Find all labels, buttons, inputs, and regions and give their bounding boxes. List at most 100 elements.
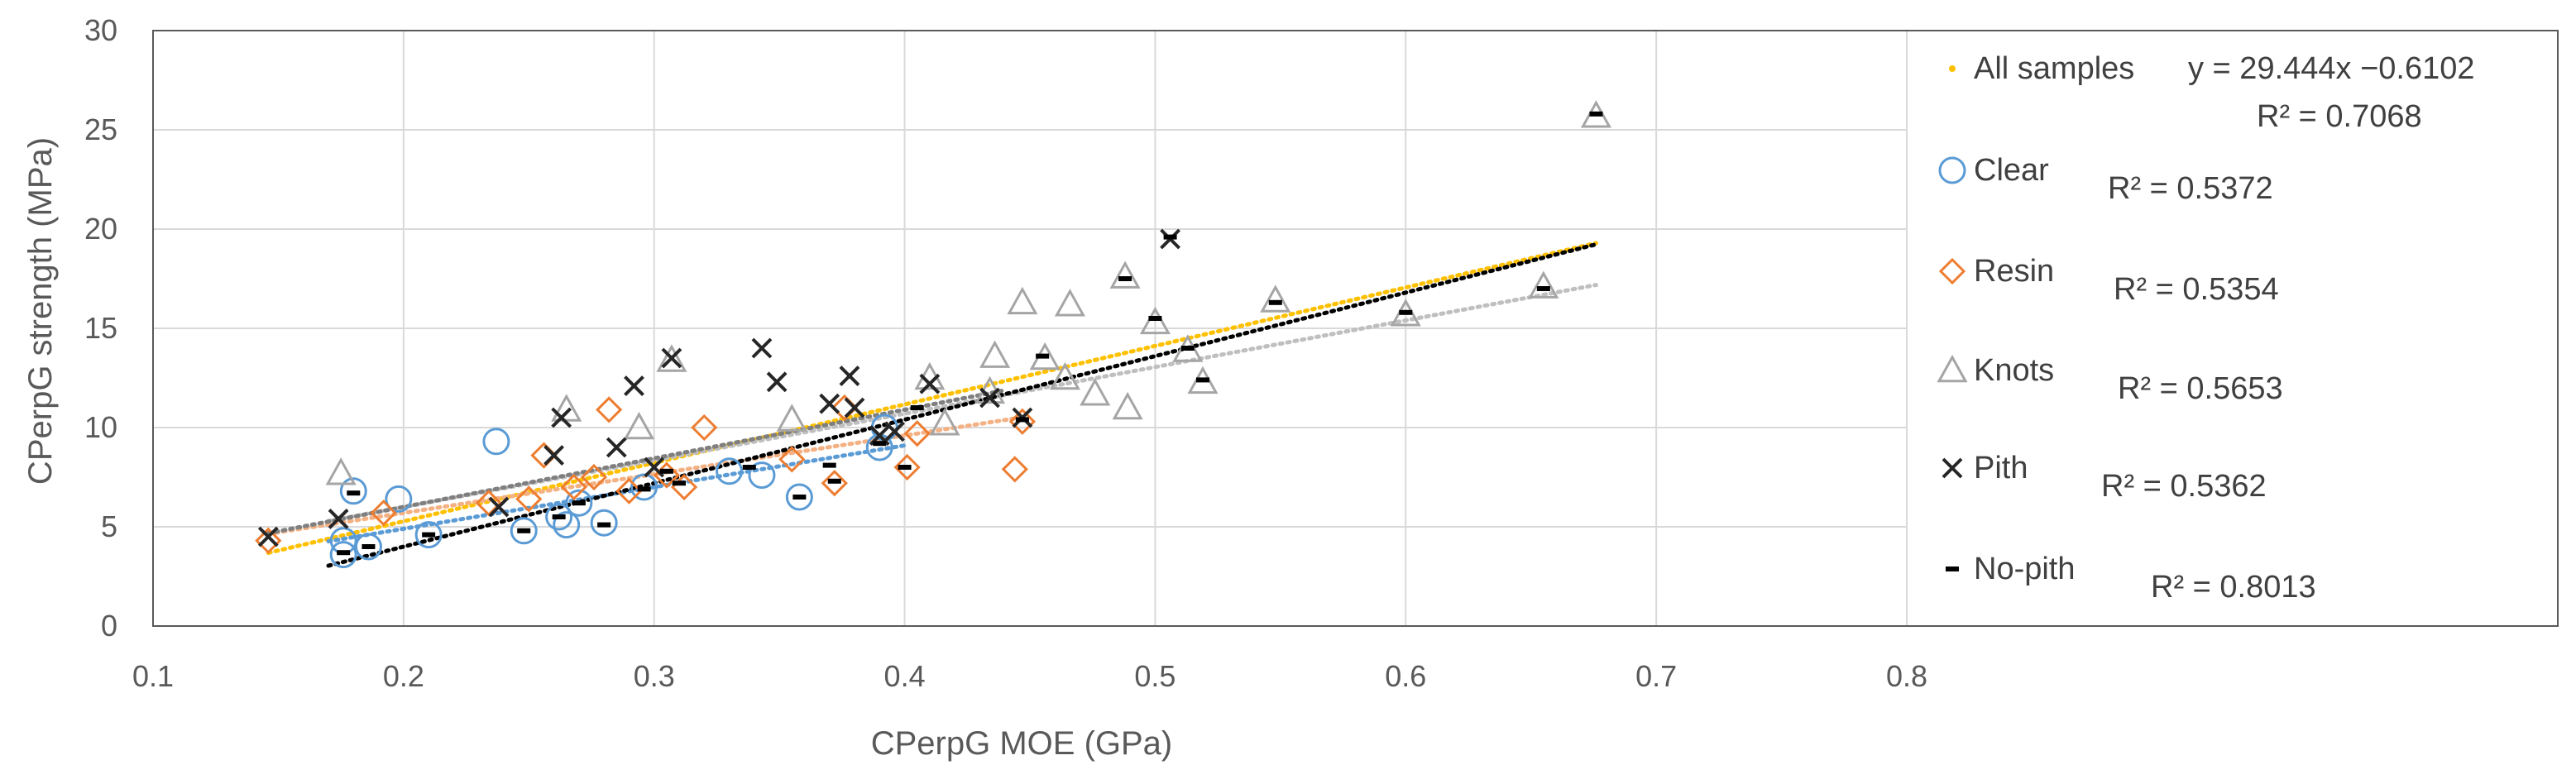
- point-no-pith: [362, 544, 376, 549]
- x-tick-label: 0.2: [383, 659, 424, 693]
- legend-marker-knots: [1937, 354, 1968, 383]
- point-pith: [328, 508, 349, 529]
- x-tick-label: 0.3: [634, 659, 675, 693]
- point-pith: [606, 437, 627, 458]
- point-no-pith: [1536, 286, 1550, 291]
- point-no-pith: [873, 441, 887, 447]
- x-tick-label: 0.7: [1635, 659, 1677, 693]
- point-knots: [776, 404, 807, 432]
- point-pith: [979, 387, 1000, 409]
- legend-r2-knots: R² = 0.5653: [2118, 371, 2283, 406]
- point-knots: [1260, 284, 1291, 313]
- legend-label-pith: Pith: [1974, 451, 2028, 485]
- point-knots: [1139, 306, 1171, 335]
- legend-label-all-samples: All samples: [1974, 51, 2134, 86]
- legend-marker-resin: [1938, 257, 1966, 285]
- plot-area-frame: [152, 30, 2559, 627]
- point-no-pith: [1118, 276, 1132, 281]
- legend-r2-resin: R² = 0.5354: [2114, 272, 2279, 307]
- point-clear: [716, 457, 744, 485]
- y-tick-label: 0: [101, 609, 117, 643]
- point-no-pith: [1163, 234, 1177, 240]
- point-no-pith: [1180, 346, 1195, 351]
- y-tick-label: 20: [84, 212, 117, 246]
- point-pith: [257, 526, 279, 547]
- point-resin: [560, 473, 587, 501]
- point-pith: [751, 337, 773, 359]
- point-pith: [919, 373, 941, 394]
- legend-marker-no-pith: [1946, 566, 1959, 571]
- legend-marker-pith: [1942, 457, 1963, 479]
- point-no-pith: [1589, 111, 1603, 117]
- point-clear: [553, 511, 581, 539]
- point-no-pith: [347, 490, 361, 496]
- point-no-pith: [1015, 417, 1029, 423]
- legend-r2-pith: R² = 0.5362: [2101, 469, 2267, 504]
- legend-label-clear: Clear: [1974, 153, 2049, 188]
- point-clear: [545, 503, 573, 531]
- point-no-pith: [673, 480, 686, 486]
- point-no-pith: [517, 528, 531, 533]
- y-tick-label: 30: [84, 13, 117, 47]
- y-tick-label: 15: [84, 311, 117, 345]
- point-knots: [1528, 270, 1559, 299]
- point-pith: [766, 371, 788, 393]
- point-clear: [565, 489, 593, 517]
- x-axis-title: CPerpG MOE (GPa): [871, 725, 1173, 762]
- point-no-pith: [337, 550, 351, 556]
- x-tick-label: 0.5: [1134, 659, 1175, 693]
- legend-label-no-pith: No-pith: [1974, 552, 2076, 586]
- point-knots: [1080, 378, 1111, 406]
- point-knots: [325, 457, 357, 485]
- point-clear: [354, 533, 382, 561]
- point-no-pith: [572, 500, 586, 506]
- point-no-pith: [659, 468, 673, 474]
- point-knots: [1112, 391, 1143, 420]
- point-pith: [884, 421, 905, 442]
- point-knots: [551, 394, 582, 422]
- point-no-pith: [827, 478, 841, 484]
- legend-marker-clear: [1938, 156, 1966, 184]
- point-pith: [551, 407, 572, 428]
- point-resin: [691, 414, 718, 442]
- y-axis-tick-labels: 0 5 10 15 20 25 30: [84, 13, 117, 643]
- point-clear: [630, 473, 658, 501]
- point-no-pith: [898, 465, 912, 470]
- x-tick-label: 0.4: [884, 659, 926, 693]
- x-tick-label: 0.6: [1385, 659, 1426, 693]
- legend-label-knots: Knots: [1974, 353, 2054, 388]
- point-pith: [624, 375, 644, 397]
- point-pith: [844, 397, 865, 418]
- point-resin: [370, 500, 397, 527]
- point-clear: [748, 461, 776, 490]
- point-clear: [590, 509, 618, 537]
- y-tick-label: 5: [101, 509, 117, 543]
- legend-equation: y = 29.444x −0.6102: [2188, 51, 2475, 86]
- point-knots: [1054, 289, 1086, 317]
- y-tick-label: 25: [84, 112, 117, 146]
- y-tick-label: 10: [84, 410, 117, 444]
- point-no-pith: [552, 514, 566, 519]
- point-no-pith: [637, 486, 651, 492]
- point-clear: [785, 483, 813, 511]
- point-knots: [1049, 361, 1080, 390]
- point-resin: [821, 470, 848, 497]
- legend: All samples y = 29.444x −0.6102 R² = 0.706…: [1937, 51, 2475, 605]
- x-tick-label: 0.8: [1886, 659, 1927, 693]
- point-resin: [255, 527, 282, 554]
- point-resin: [1008, 408, 1037, 435]
- legend-label-resin: Resin: [1974, 254, 2054, 289]
- point-knots: [979, 340, 1011, 368]
- point-pith: [488, 496, 510, 518]
- point-no-pith: [792, 495, 807, 500]
- point-resin: [893, 453, 921, 481]
- point-resin: [596, 396, 623, 423]
- point-no-pith: [1268, 299, 1282, 305]
- point-no-pith: [1036, 353, 1050, 359]
- point-no-pith: [910, 405, 924, 410]
- x-axis-tick-labels: 0.1 0.2 0.3 0.4 0.5 0.6 0.7 0.8: [132, 659, 1927, 693]
- point-clear: [414, 521, 443, 549]
- point-resin: [515, 485, 543, 513]
- point-resin: [475, 490, 502, 517]
- point-no-pith: [822, 462, 836, 468]
